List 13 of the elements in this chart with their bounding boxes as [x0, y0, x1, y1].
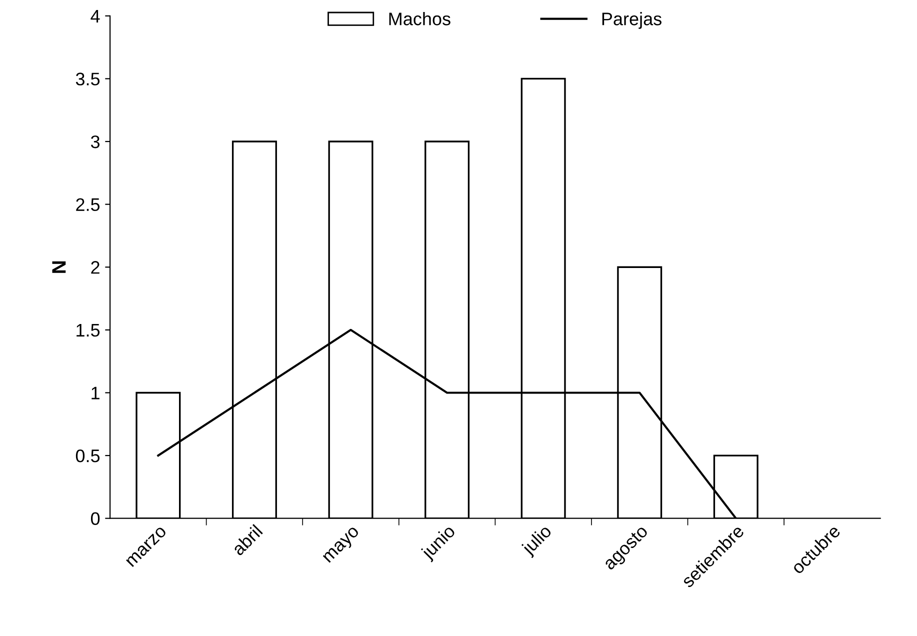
y-tick-label: 1.5	[76, 324, 100, 337]
legend-label: Machos	[389, 12, 450, 26]
y-tick-label: 2	[91, 261, 100, 274]
y-axis-title: N	[52, 261, 66, 273]
y-tick-label: 1	[92, 386, 100, 400]
y-tick-label: 2.5	[76, 198, 100, 212]
y-tick-label: 4	[90, 10, 100, 22]
y-tick-label: 3	[90, 135, 100, 148]
x-tick-label: julio	[520, 524, 555, 558]
y-tick-label: 3.5	[76, 72, 100, 86]
legend-label: Parejas	[602, 12, 662, 29]
y-tick-label: 0.5	[76, 449, 100, 462]
y-tick-label: 0	[90, 512, 100, 526]
